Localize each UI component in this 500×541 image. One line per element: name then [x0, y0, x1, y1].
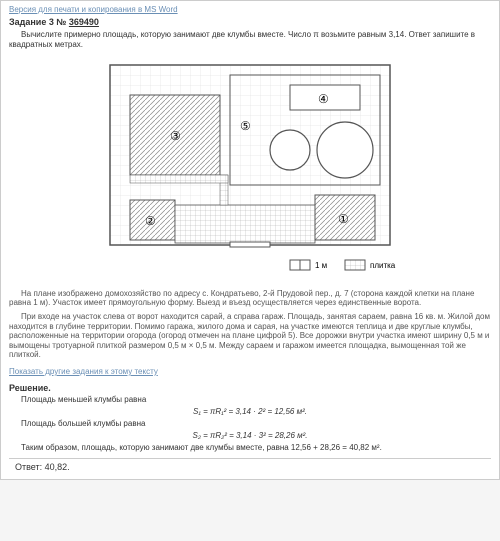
answer-label: Ответ:	[15, 462, 42, 472]
problem-text: Вычислите примерно площадь, которую зани…	[9, 30, 491, 51]
label-2: ②	[145, 214, 156, 228]
description-p1: На плане изображено домохозяйство по адр…	[9, 289, 491, 308]
task-label: Задание 3 №	[9, 17, 66, 27]
plot-diagram: ③ ④ ⑤ ② ① 1 м	[90, 55, 410, 285]
show-other-link[interactable]: Показать другие задания к этому тексту	[9, 367, 158, 376]
label-1: ①	[338, 212, 349, 226]
solution-title: Решение.	[9, 383, 491, 393]
label-4: ④	[318, 92, 329, 106]
label-5: ⑤	[240, 119, 251, 133]
solution-line1: Площадь меньшей клумбы равна	[9, 395, 491, 404]
legend-scale: 1 м	[315, 261, 327, 270]
task-title: Задание 3 № 369490	[9, 17, 491, 27]
solution-line2: Площадь большей клумбы равна	[9, 419, 491, 428]
description-p2: При входе на участок слева от ворот нахо…	[9, 312, 491, 360]
answer-value: 40,82.	[45, 462, 70, 472]
label-3: ③	[170, 129, 181, 143]
formula1: S₁ = πR₁² = 3,14 · 2² = 12,56 м².	[9, 407, 491, 416]
legend-tile: плитка	[370, 261, 396, 270]
task-number: 369490	[69, 17, 99, 27]
solution-conclusion: Таким образом, площадь, которую занимают…	[9, 443, 491, 452]
print-link[interactable]: Версия для печати и копирования в MS Wor…	[9, 5, 178, 14]
answer-line: Ответ: 40,82.	[9, 458, 491, 475]
formula2: S₂ = πR₂² = 3,14 · 3² = 28,26 м².	[9, 431, 491, 440]
